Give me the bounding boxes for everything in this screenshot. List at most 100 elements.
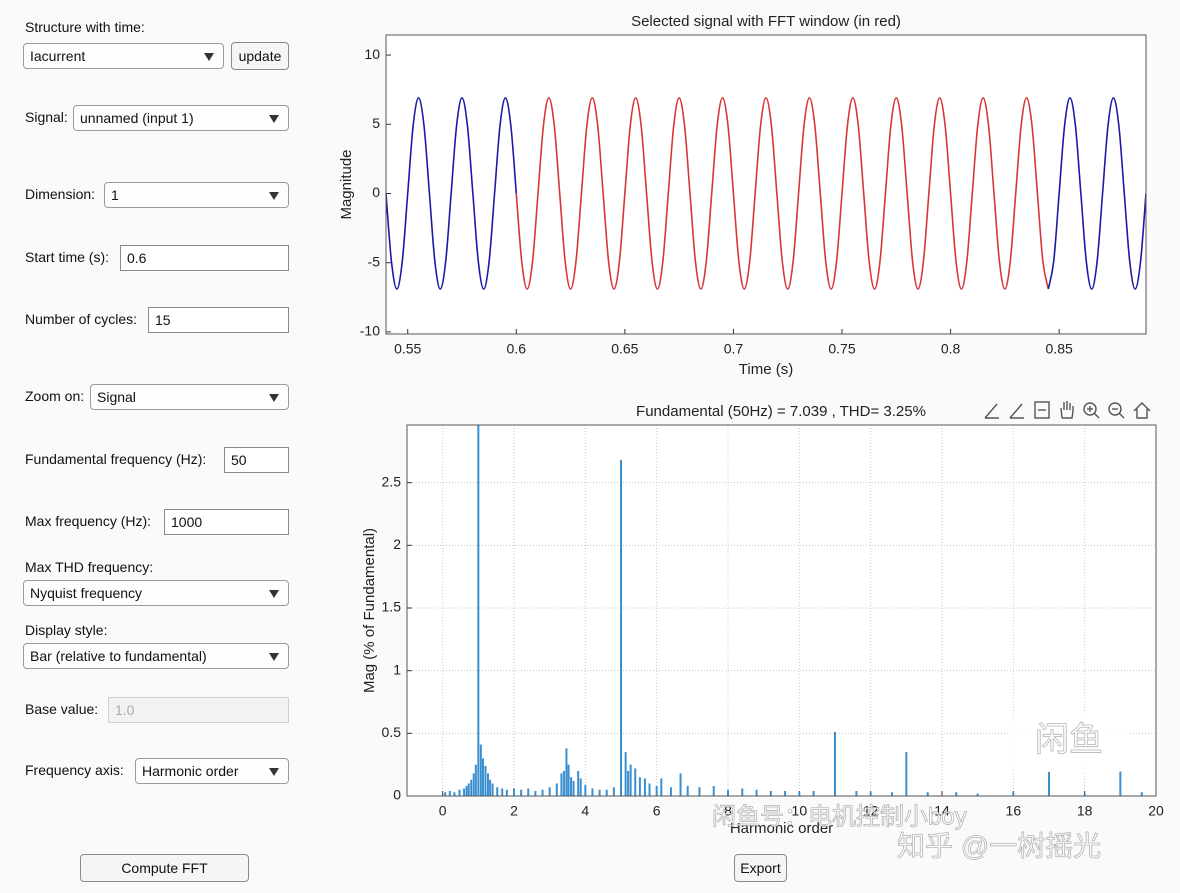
y-tick-label: 0 (372, 184, 380, 200)
toolbar-icon[interactable] (1108, 402, 1125, 419)
bar (905, 752, 908, 796)
bar (755, 789, 758, 796)
bar (834, 732, 836, 796)
x-tick-label: 10 (792, 803, 808, 819)
button[interactable]: Compute FFT (80, 854, 249, 882)
bar (458, 789, 461, 796)
bar (505, 789, 508, 796)
x-tick-label: 2 (510, 803, 518, 819)
bar (727, 789, 729, 796)
bar (453, 792, 456, 796)
label: Number of cycles: (25, 311, 138, 327)
button[interactable]: Export (734, 854, 787, 882)
x-tick-label: 0.85 (1046, 341, 1073, 357)
bar (565, 748, 568, 796)
y-tick-label: -5 (368, 253, 381, 269)
x-tick-label: 0.55 (394, 341, 421, 357)
x-axis-label: Time (s) (739, 361, 793, 378)
bar (605, 789, 608, 796)
x-tick-label: 16 (1006, 803, 1022, 819)
bar (1083, 793, 1086, 796)
x-tick-label: 8 (724, 803, 732, 819)
marks (386, 97, 1146, 290)
bar (470, 779, 473, 796)
label: Start time (s): (25, 249, 110, 265)
bar (548, 787, 551, 796)
x-tick-label: 20 (1148, 803, 1164, 819)
textbox[interactable]: 0.6 (120, 245, 289, 271)
y-tick-label: 0 (393, 787, 401, 803)
watermark: 闲鱼号：电机控制小boy (712, 803, 967, 830)
bar (629, 764, 632, 796)
dropdown[interactable]: 1 (104, 182, 289, 208)
bar (491, 783, 494, 796)
bar (472, 773, 475, 796)
signal-line (1047, 97, 1146, 290)
textbox[interactable]: 1000 (164, 509, 289, 535)
bar (486, 773, 489, 796)
bar (520, 789, 523, 796)
x-tick-label: 4 (581, 803, 589, 819)
bar (444, 792, 447, 796)
bar (679, 773, 682, 796)
bar (598, 789, 601, 796)
toolbar-icon[interactable] (1083, 402, 1100, 419)
bar (501, 788, 504, 796)
bar (474, 764, 477, 796)
x-tick-label: 6 (653, 803, 661, 819)
bar (465, 785, 468, 796)
x-tick-label: 0 (439, 803, 447, 819)
bar (627, 770, 630, 796)
bar (784, 790, 787, 796)
bar (479, 744, 482, 796)
dropdown[interactable]: Signal (90, 384, 289, 410)
x-tick-label: 14 (934, 803, 950, 819)
bar (741, 788, 744, 796)
label: Max THD frequency: (25, 559, 154, 575)
x-tick-label: 18 (1077, 803, 1093, 819)
y-axis-label: Magnitude (338, 149, 355, 219)
dropdown[interactable]: Bar (relative to fundamental) (23, 643, 289, 669)
textbox[interactable]: 15 (148, 307, 289, 333)
bar (481, 758, 484, 796)
bar (591, 788, 594, 796)
dropdown[interactable]: unnamed (input 1) (73, 105, 289, 131)
bar (624, 752, 627, 796)
bar (534, 790, 537, 796)
bar (572, 780, 575, 796)
toolbar-icon[interactable] (1060, 401, 1074, 419)
dropdown[interactable]: Nyquist frequency (23, 580, 289, 606)
x-tick-label: 0.7 (724, 341, 744, 357)
toolbar-icon[interactable] (1009, 403, 1024, 419)
bar (638, 777, 641, 796)
toolbar-icon[interactable] (1133, 402, 1151, 419)
bar (620, 460, 622, 796)
bar (527, 788, 530, 796)
bar (660, 778, 663, 796)
label: Max frequency (Hz): (25, 513, 152, 529)
bar (579, 778, 582, 796)
x-tick-label: 0.8 (941, 341, 961, 357)
label: Frequency axis: (25, 762, 124, 778)
y-tick-label: -10 (360, 323, 380, 339)
signal-line (386, 97, 518, 290)
textbox[interactable]: 50 (224, 447, 289, 473)
button[interactable]: update (231, 42, 289, 70)
bar (467, 783, 470, 796)
axes: 0.55 0.6 0.65 0.7 0.75 0.8 0.85 -10 -5 0 5 10 Select… (338, 13, 1147, 378)
toolbar-icon[interactable] (984, 403, 999, 419)
bar (489, 779, 492, 796)
bar (926, 792, 929, 796)
bar (577, 770, 580, 796)
dropdown[interactable]: Harmonic order (135, 758, 289, 784)
bar (560, 773, 563, 796)
bar (1140, 792, 1143, 796)
toolbar-icon[interactable] (1034, 401, 1050, 419)
signal-line (515, 97, 1050, 290)
dropdown[interactable]: Iacurrent (23, 43, 224, 69)
plot-area (386, 35, 1146, 334)
bar (1119, 770, 1122, 796)
bar (712, 785, 715, 796)
